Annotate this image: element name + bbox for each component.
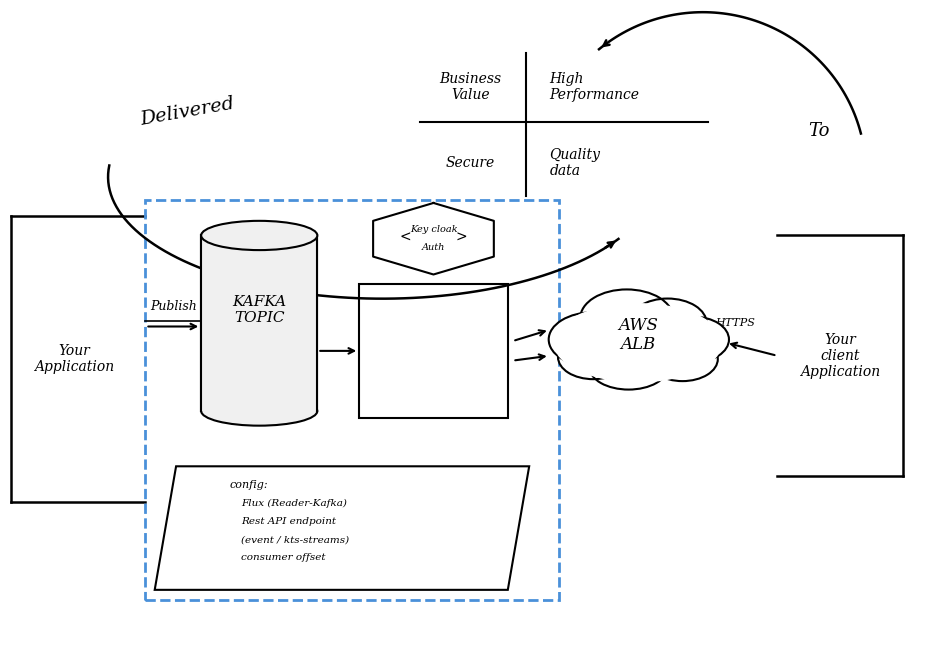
Text: Your
Application: Your Application (34, 344, 114, 374)
Text: Publish: Publish (150, 300, 197, 313)
Ellipse shape (647, 337, 718, 381)
Text: Delivered: Delivered (139, 95, 236, 129)
Ellipse shape (201, 221, 317, 250)
Text: To: To (808, 122, 829, 140)
Text: Secure: Secure (446, 155, 495, 170)
Text: Business
Value: Business Value (440, 72, 501, 103)
Polygon shape (155, 466, 529, 590)
Bar (201, 236, 317, 411)
Text: consumer offset: consumer offset (241, 554, 325, 562)
Ellipse shape (558, 335, 628, 379)
Text: config:: config: (229, 479, 267, 490)
Bar (359, 284, 508, 417)
Ellipse shape (590, 345, 667, 390)
Text: Quality
data: Quality data (550, 148, 600, 178)
Ellipse shape (549, 312, 637, 367)
Ellipse shape (555, 304, 721, 382)
Text: Auth: Auth (422, 243, 445, 251)
Text: High
Performance: High Performance (550, 72, 639, 103)
Text: KAFKA
TOPIC: KAFKA TOPIC (232, 295, 286, 325)
Ellipse shape (628, 298, 706, 348)
Text: Your
client
Application: Your client Application (800, 332, 880, 379)
Text: Push
https
endpoint: Push https endpoint (405, 329, 461, 372)
Ellipse shape (581, 289, 673, 347)
Text: Rest API endpoint: Rest API endpoint (241, 517, 336, 526)
Text: >: > (456, 231, 467, 245)
Ellipse shape (658, 317, 729, 362)
Polygon shape (373, 203, 494, 274)
Text: Key cloak: Key cloak (410, 225, 458, 234)
Text: Flux (Reader-Kafka): Flux (Reader-Kafka) (241, 499, 347, 508)
Ellipse shape (201, 396, 317, 426)
Text: HTTPS: HTTPS (716, 318, 756, 328)
Bar (145, 200, 559, 599)
Text: <: < (400, 231, 411, 245)
Text: AWS
ALB: AWS ALB (618, 317, 658, 353)
Text: (event / kts-streams): (event / kts-streams) (241, 535, 350, 544)
